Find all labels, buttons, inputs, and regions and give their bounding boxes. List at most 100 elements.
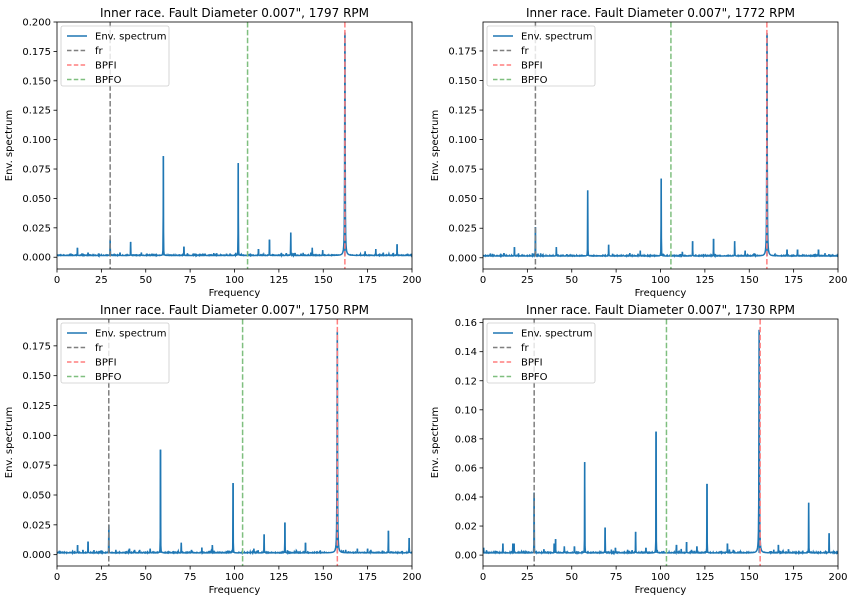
legend-label: Env. spectrum [95,329,166,340]
x-axis-label: Frequency [635,288,687,299]
y-tick-label: 0.000 [22,550,51,561]
y-tick-label: 0.000 [448,253,477,264]
legend-label: BPFI [95,358,117,369]
legend-item-bpfi: BPFI [493,61,543,72]
x-tick-label: 150 [740,572,759,583]
legend-label: BPFI [95,61,117,72]
plot-area [57,319,412,566]
legend-label: Env. spectrum [95,32,166,43]
legend-label: fr [95,343,104,354]
y-tick-label: 0.150 [448,76,477,87]
legend-label: BPFO [95,75,122,86]
legend-item-fr: fr [67,46,104,57]
y-tick-label: 0.12 [455,376,477,387]
plot-area [483,319,838,566]
y-tick-label: 0.200 [22,18,51,29]
legend-item-bpfo: BPFO [493,372,548,383]
x-tick-label: 100 [225,275,244,286]
x-axis-label: Frequency [209,288,261,299]
x-tick-label: 75 [184,275,197,286]
x-tick-label: 125 [695,275,714,286]
x-tick-label: 175 [358,275,377,286]
legend-item-env-spectrum: Env. spectrum [67,32,166,43]
x-tick-label: 50 [565,275,578,286]
y-tick-label: 0.150 [22,76,51,87]
y-tick-label: 0.100 [22,135,51,146]
legend-label: BPFO [521,372,548,383]
chart-title: Inner race. Fault Diameter 0.007", 1750 … [100,303,369,317]
x-tick-label: 125 [695,572,714,583]
y-tick-label: 0.08 [455,434,477,445]
y-tick-label: 0.16 [455,318,477,329]
y-tick-label: 0.075 [22,461,51,472]
x-tick-label: 0 [54,572,60,583]
x-tick-label: 125 [269,572,288,583]
x-axis-label: Frequency [635,585,687,596]
y-tick-label: 0.050 [22,194,51,205]
legend-label: fr [521,46,530,57]
legend-label: Env. spectrum [521,329,592,340]
x-axis-label: Frequency [209,585,261,596]
subplot-4: Inner race. Fault Diameter 0.007", 1730 … [430,303,848,596]
x-tick-label: 100 [225,572,244,583]
chart-title: Inner race. Fault Diameter 0.007", 1730 … [526,303,795,317]
x-tick-label: 50 [139,572,152,583]
legend-item-bpfi: BPFI [67,358,117,369]
x-tick-label: 150 [314,572,333,583]
y-tick-label: 0.125 [22,401,51,412]
x-tick-label: 200 [402,275,421,286]
env-spectrum-line [57,32,412,259]
chart-title: Inner race. Fault Diameter 0.007", 1772 … [526,6,795,20]
y-tick-label: 0.000 [22,253,51,264]
x-tick-label: 25 [95,572,108,583]
legend-item-fr: fr [493,343,530,354]
y-tick-label: 0.175 [22,47,51,58]
y-tick-label: 0.075 [448,165,477,176]
legend-item-fr: fr [67,343,104,354]
y-tick-label: 0.04 [455,492,477,503]
x-tick-label: 175 [358,572,377,583]
x-tick-label: 0 [480,572,486,583]
legend: Env. spectrum fr BPFI BPFO [486,322,596,384]
legend-item-env-spectrum: Env. spectrum [493,32,592,43]
y-tick-label: 0.125 [22,106,51,117]
legend-item-bpfo: BPFO [493,75,548,86]
y-tick-label: 0.150 [22,371,51,382]
x-tick-label: 200 [402,572,421,583]
y-tick-label: 0.14 [455,347,477,358]
legend: Env. spectrum fr BPFI BPFO [60,322,170,384]
x-tick-label: 200 [828,275,847,286]
x-tick-label: 125 [269,275,288,286]
legend-label: BPFO [521,75,548,86]
y-tick-label: 0.10 [455,405,477,416]
legend-item-env-spectrum: Env. spectrum [67,329,166,340]
legend-label: fr [521,343,530,354]
legend-label: BPFI [521,358,543,369]
y-axis-label: Env. spectrum [4,110,15,181]
x-tick-label: 175 [784,572,803,583]
x-tick-label: 100 [651,572,670,583]
x-tick-label: 150 [314,275,333,286]
y-axis-label: Env. spectrum [430,110,441,181]
legend-frame [486,25,596,87]
x-tick-label: 0 [54,275,60,286]
x-tick-label: 175 [784,275,803,286]
y-axis-label: Env. spectrum [430,407,441,478]
y-tick-label: 0.100 [22,431,51,442]
legend-frame [60,322,170,384]
y-axis-label: Env. spectrum [4,407,15,478]
y-tick-label: 0.02 [455,522,477,533]
legend-item-bpfo: BPFO [67,75,122,86]
legend-label: BPFO [95,372,122,383]
legend: Env. spectrum fr BPFI BPFO [486,25,596,87]
y-tick-label: 0.050 [448,194,477,205]
x-tick-label: 0 [480,275,486,286]
legend-item-bpfi: BPFI [67,61,117,72]
x-tick-label: 100 [651,275,670,286]
subplot-3: Inner race. Fault Diameter 0.007", 1750 … [4,303,422,596]
x-tick-label: 25 [521,275,534,286]
plot-area [57,22,412,269]
y-tick-label: 0.125 [448,106,477,117]
y-tick-label: 0.075 [22,165,51,176]
